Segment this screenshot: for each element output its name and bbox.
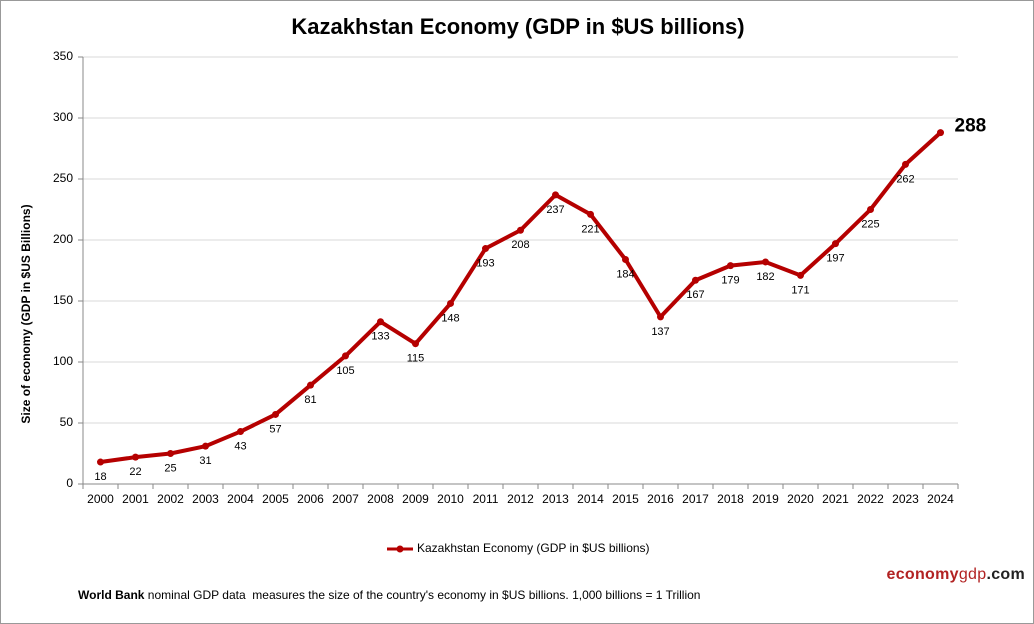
x-tick-label: 2009 bbox=[402, 492, 429, 506]
data-label: 182 bbox=[756, 271, 774, 283]
marker bbox=[237, 428, 244, 436]
y-tick-label: 350 bbox=[53, 49, 73, 63]
data-label: 18 bbox=[94, 471, 106, 483]
y-axis-label: Size of economy (GDP in $US Billions) bbox=[19, 204, 33, 423]
y-tick-label: 100 bbox=[53, 354, 73, 368]
x-tick-label: 2012 bbox=[507, 492, 534, 506]
footnote-source: World Bank bbox=[78, 588, 145, 602]
x-tick-label: 2018 bbox=[717, 492, 744, 506]
marker bbox=[762, 258, 769, 266]
x-tick-label: 2022 bbox=[857, 492, 884, 506]
x-tick-label: 2019 bbox=[752, 492, 779, 506]
brand-part: gdp bbox=[958, 566, 987, 583]
x-tick-label: 2016 bbox=[647, 492, 674, 506]
x-tick-label: 2003 bbox=[192, 492, 219, 506]
x-tick-label: 2021 bbox=[822, 492, 849, 506]
data-label: 221 bbox=[581, 223, 599, 235]
x-tick-label: 2010 bbox=[437, 492, 464, 506]
data-label: 43 bbox=[234, 440, 246, 452]
x-tick-label: 2024 bbox=[927, 492, 954, 506]
chart-title: Kazakhstan Economy (GDP in $US billions) bbox=[291, 14, 744, 39]
brand: economygdp.com bbox=[887, 566, 1026, 584]
y-tick-label: 50 bbox=[60, 415, 74, 429]
data-label: 31 bbox=[199, 455, 211, 467]
data-label: 208 bbox=[511, 239, 529, 251]
marker bbox=[167, 450, 174, 457]
data-label: 133 bbox=[371, 331, 389, 343]
data-label: 167 bbox=[686, 289, 704, 301]
marker bbox=[377, 318, 384, 326]
x-tick-label: 2013 bbox=[542, 492, 569, 506]
data-label: 193 bbox=[476, 257, 494, 269]
marker bbox=[832, 240, 839, 248]
data-label: 25 bbox=[164, 462, 176, 474]
marker bbox=[482, 245, 489, 253]
x-tick-label: 2020 bbox=[787, 492, 814, 506]
legend-marker bbox=[396, 545, 404, 553]
x-tick-label: 2005 bbox=[262, 492, 289, 506]
brand-part: economy bbox=[886, 566, 959, 583]
data-label: 237 bbox=[546, 204, 564, 216]
marker bbox=[552, 191, 559, 199]
data-label: 184 bbox=[616, 268, 634, 280]
marker bbox=[867, 206, 874, 213]
y-tick-label: 0 bbox=[66, 476, 73, 490]
marker bbox=[937, 129, 944, 137]
y-tick-label: 200 bbox=[53, 232, 73, 246]
y-tick-label: 250 bbox=[53, 171, 73, 185]
series-line bbox=[100, 131, 942, 465]
marker bbox=[272, 410, 279, 418]
x-tick-label: 2007 bbox=[332, 492, 359, 506]
x-tick-label: 2002 bbox=[157, 492, 184, 506]
data-label: 115 bbox=[407, 353, 425, 365]
x-tick-label: 2017 bbox=[682, 492, 709, 506]
data-label: 137 bbox=[651, 326, 669, 338]
marker bbox=[97, 458, 104, 466]
data-label: 148 bbox=[441, 312, 459, 324]
legend-label: Kazakhstan Economy (GDP in $US billions) bbox=[417, 541, 650, 555]
brand-part: .com bbox=[986, 566, 1025, 583]
marker bbox=[447, 299, 454, 307]
marker bbox=[657, 313, 664, 321]
footnote: World Bank nominal GDP data measures the… bbox=[78, 588, 700, 602]
data-label: 22 bbox=[129, 466, 141, 478]
x-tick-label: 2004 bbox=[227, 492, 254, 506]
data-label: 262 bbox=[896, 173, 914, 185]
data-label: 179 bbox=[721, 275, 739, 287]
chart: Kazakhstan Economy (GDP in $US billions)… bbox=[19, 14, 987, 555]
data-label: 171 bbox=[791, 284, 809, 296]
x-tick-label: 2008 bbox=[367, 492, 394, 506]
y-tick-label: 150 bbox=[53, 293, 73, 307]
data-label: 197 bbox=[826, 253, 844, 265]
data-label: 105 bbox=[336, 365, 354, 377]
data-label: 57 bbox=[269, 423, 281, 435]
data-label: 288 bbox=[955, 116, 987, 137]
x-tick-label: 2006 bbox=[297, 492, 324, 506]
marker bbox=[307, 381, 314, 389]
marker bbox=[202, 442, 209, 450]
marker bbox=[342, 352, 349, 360]
marker bbox=[412, 340, 419, 348]
marker bbox=[517, 226, 524, 234]
marker bbox=[902, 160, 909, 168]
x-tick-label: 2011 bbox=[473, 492, 499, 506]
y-tick-label: 300 bbox=[53, 110, 73, 124]
x-tick-label: 2023 bbox=[892, 492, 919, 506]
x-tick-label: 2015 bbox=[612, 492, 639, 506]
data-label: 81 bbox=[304, 394, 316, 406]
marker bbox=[132, 453, 139, 461]
marker bbox=[622, 256, 629, 264]
marker bbox=[727, 262, 734, 270]
marker bbox=[797, 271, 804, 279]
footnote-text: nominal GDP data measures the size of th… bbox=[144, 588, 701, 602]
marker bbox=[587, 210, 594, 218]
x-tick-label: 2014 bbox=[577, 492, 604, 506]
data-label: 225 bbox=[861, 218, 879, 230]
x-tick-label: 2000 bbox=[87, 492, 114, 506]
marker bbox=[692, 276, 699, 284]
x-tick-label: 2001 bbox=[122, 492, 149, 506]
